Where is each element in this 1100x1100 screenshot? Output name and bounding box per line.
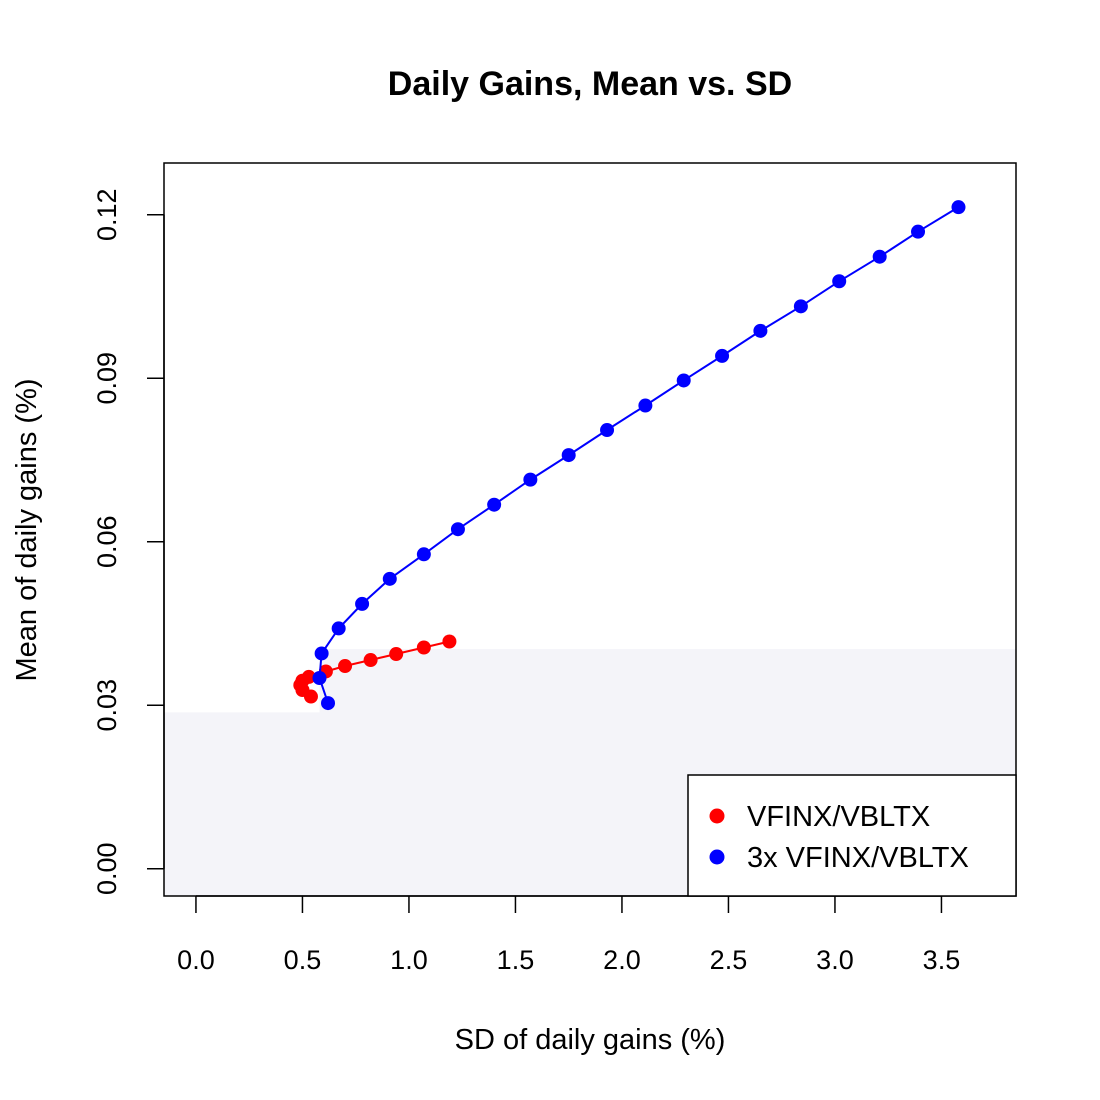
data-point	[676, 373, 691, 388]
x-tick-label: 1.5	[497, 945, 535, 975]
y-axis-title: Mean of daily gains (%)	[11, 378, 43, 681]
data-point	[753, 323, 768, 338]
data-point	[638, 398, 653, 413]
data-point	[793, 299, 808, 314]
data-point	[561, 448, 576, 463]
x-tick-label: 0.0	[177, 945, 215, 975]
series-line	[318, 206, 960, 704]
legend-marker-vfinx-vbltx	[709, 808, 725, 824]
data-point	[338, 659, 353, 674]
data-point	[321, 696, 336, 711]
data-point	[872, 249, 887, 264]
series-vfinx-vbltx	[293, 634, 457, 704]
data-point	[487, 497, 502, 512]
x-tick-label: 3.5	[923, 945, 961, 975]
data-point	[301, 669, 316, 684]
x-axis: 0.0 0.5 1.0 1.5 2.0 2.5 3.0 3.5	[177, 895, 961, 975]
y-tick-label: 0.09	[92, 352, 122, 405]
x-tick-label: 0.5	[284, 945, 322, 975]
data-point	[911, 224, 926, 239]
y-tick-label: 0.03	[92, 679, 122, 732]
legend: VFINX/VBLTX 3x VFINX/VBLTX	[687, 774, 1017, 897]
data-point	[715, 348, 730, 363]
data-point	[416, 547, 431, 562]
data-point	[442, 634, 457, 649]
x-tick-label: 2.0	[603, 945, 641, 975]
data-point	[450, 522, 465, 537]
data-point	[832, 274, 847, 289]
y-axis: 0.00 0.03 0.06 0.09 0.12	[92, 188, 165, 895]
data-point	[389, 647, 404, 662]
data-point	[382, 571, 397, 586]
x-tick-label: 1.0	[390, 945, 428, 975]
data-point	[416, 640, 431, 655]
series-layer	[293, 200, 966, 711]
y-tick-label: 0.06	[92, 515, 122, 568]
data-point	[523, 472, 538, 487]
legend-marker-3x-vfinx-vbltx	[709, 849, 725, 865]
y-tick-label: 0.12	[92, 188, 122, 241]
legend-label-vfinx-vbltx: VFINX/VBLTX	[747, 801, 930, 833]
series-3x-vfinx-vbltx	[312, 200, 966, 711]
data-point	[600, 423, 615, 438]
chart-title: Daily Gains, Mean vs. SD	[388, 65, 792, 103]
x-tick-label: 2.5	[710, 945, 748, 975]
data-point	[312, 671, 327, 686]
legend-box	[687, 774, 1017, 897]
background-band	[164, 712, 320, 896]
data-point	[951, 200, 966, 215]
data-point	[331, 621, 346, 636]
y-tick-label: 0.00	[92, 842, 122, 895]
legend-label-3x-vfinx-vbltx: 3x VFINX/VBLTX	[747, 842, 969, 874]
data-point	[355, 596, 370, 611]
x-axis-title: SD of daily gains (%)	[455, 1024, 726, 1056]
x-tick-label: 3.0	[816, 945, 854, 975]
data-point	[363, 653, 378, 668]
data-point	[314, 646, 329, 661]
